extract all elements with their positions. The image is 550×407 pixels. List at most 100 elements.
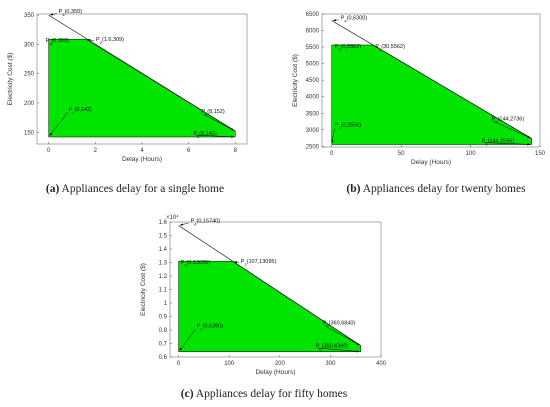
arrow-head	[234, 261, 238, 264]
point-letter: P	[191, 219, 195, 225]
annotation-arrow	[179, 329, 196, 351]
panel-caption: (c) Appliances delay for fifty homes	[181, 388, 348, 400]
chart-panel-1: 0 50 100 150 2500 3000 3500 4000 4500 5000 5500 600…	[292, 12, 546, 195]
y-tick-label: 1.5	[159, 234, 168, 240]
x-axis-label: Delay (Hours)	[122, 156, 162, 163]
y-tick-label: 1.6	[159, 220, 168, 226]
chart-panel-0: 0 2 4 6 8 150 200 250 300 350 Delay (Hours) Electri…	[7, 9, 248, 195]
y-tick-label: 4000	[306, 95, 320, 101]
point-coords: (0,350)	[65, 9, 83, 15]
point-coords: (360,6840)	[329, 321, 356, 327]
x-tick-label: 400	[376, 361, 387, 367]
point-coords: (360,6390)	[322, 344, 349, 350]
y-tick-label: 6000	[306, 29, 320, 35]
point-letter: P	[335, 122, 339, 128]
caption-label: (a)	[46, 183, 60, 195]
y-tick-label: 0.6	[159, 355, 168, 361]
caption-text: Appliances delay for twenty homes	[360, 183, 526, 195]
point-coords: (0,15740)	[197, 219, 221, 225]
x-tick-label: 0	[330, 151, 334, 157]
point-subscript: 3	[49, 41, 52, 46]
point-subscript: 2	[100, 40, 103, 45]
point-label: P3(0,5562)	[335, 44, 362, 52]
arrow-head	[331, 140, 334, 144]
point-coords: (0,142)	[75, 107, 93, 113]
caption-label: (b)	[346, 183, 360, 195]
x-tick-label: 0	[47, 148, 51, 154]
point-letter: P	[492, 117, 496, 123]
arrow-head	[180, 223, 184, 226]
caption-label: (c)	[181, 388, 194, 400]
y-tick-label: 6500	[306, 12, 320, 18]
point-letter: P	[181, 260, 185, 266]
y-tick-label: 0.9	[159, 315, 168, 321]
point-letter: P	[316, 344, 320, 350]
point-label: P5(8,152)	[201, 109, 225, 117]
point-label: P1(0,142)	[69, 107, 93, 115]
arrow-head	[50, 13, 54, 16]
point-label: P1(0,6390)	[197, 324, 224, 332]
point-coords: (0,2556)	[341, 122, 362, 128]
point-label: P4(0,15740)	[191, 219, 221, 227]
arrow-head	[231, 135, 234, 138]
point-label: P4(0,6300)	[341, 16, 368, 24]
y-tick-label: 1.3	[159, 261, 168, 267]
point-subscript: 1	[72, 109, 75, 114]
point-label: P3(0,13095)	[181, 260, 211, 268]
point-label: P2(107,13095)	[241, 259, 277, 267]
y-tick-label: 5500	[306, 45, 320, 51]
point-label: P2(30,5562)	[375, 44, 405, 52]
point-subscript: 4	[62, 12, 65, 17]
y-tick-label: 5000	[306, 62, 320, 68]
arrow-head	[49, 132, 53, 136]
y-axis-label: Electricity Cost ($)	[292, 54, 299, 107]
point-subscript: 4	[194, 221, 197, 226]
point-letter: P	[241, 259, 245, 265]
y-tick-label: 0.7	[159, 342, 168, 348]
caption-text: Appliances delay for a single home	[59, 183, 224, 195]
y-tick-label: 3500	[306, 111, 320, 117]
x-axis-label: Delay (Hours)	[255, 369, 295, 376]
arrow-head	[87, 38, 91, 42]
annotation-arrow	[195, 134, 234, 138]
x-tick-label: 8	[234, 148, 238, 154]
point-label: P6(8,142)	[193, 131, 217, 139]
point-letter: P	[96, 37, 100, 43]
point-subscript: 3	[184, 263, 187, 268]
point-label: P2(1.6,309)	[96, 37, 124, 45]
y-tick-label: 1	[164, 301, 168, 307]
point-coords: (30,5562)	[381, 44, 405, 50]
y-tick-label: 250	[24, 72, 35, 78]
point-subscript: 5	[495, 119, 498, 124]
arrow-head	[179, 347, 183, 351]
point-subscript: 6	[485, 141, 488, 146]
x-axis-label: Delay (Hours)	[411, 159, 451, 166]
x-tick-label: 300	[325, 361, 336, 367]
point-subscript: 5	[205, 112, 208, 117]
point-letter: P	[335, 44, 339, 50]
point-label: P5(360,6840)	[323, 321, 356, 329]
point-letter: P	[201, 109, 205, 115]
point-letter: P	[69, 107, 73, 113]
y-tick-label: 1.4	[159, 247, 168, 253]
point-letter: P	[59, 9, 63, 15]
point-coords: (0,13095)	[187, 260, 211, 266]
y-tick-label: 1.1	[159, 288, 168, 294]
annotation-arrow	[483, 142, 531, 145]
cost-line	[48, 14, 236, 132]
x-tick-label: 50	[398, 151, 405, 157]
point-letter: P	[482, 138, 486, 144]
annotation-arrow	[324, 325, 360, 346]
point-letter: P	[323, 321, 327, 327]
point-letter: P	[341, 16, 345, 22]
point-coords: (144,2556)	[488, 138, 515, 144]
point-subscript: 6	[197, 133, 200, 138]
y-exponent-label: ×10⁴	[166, 214, 179, 221]
point-label: P4(0,350)	[59, 9, 83, 17]
y-tick-label: 300	[24, 42, 35, 48]
point-subscript: 6	[319, 346, 322, 351]
point-subscript: 2	[244, 262, 247, 267]
point-label: P1(0,2556)	[335, 122, 362, 129]
cost-line	[331, 20, 532, 139]
point-coords: (0,6390)	[203, 324, 224, 330]
